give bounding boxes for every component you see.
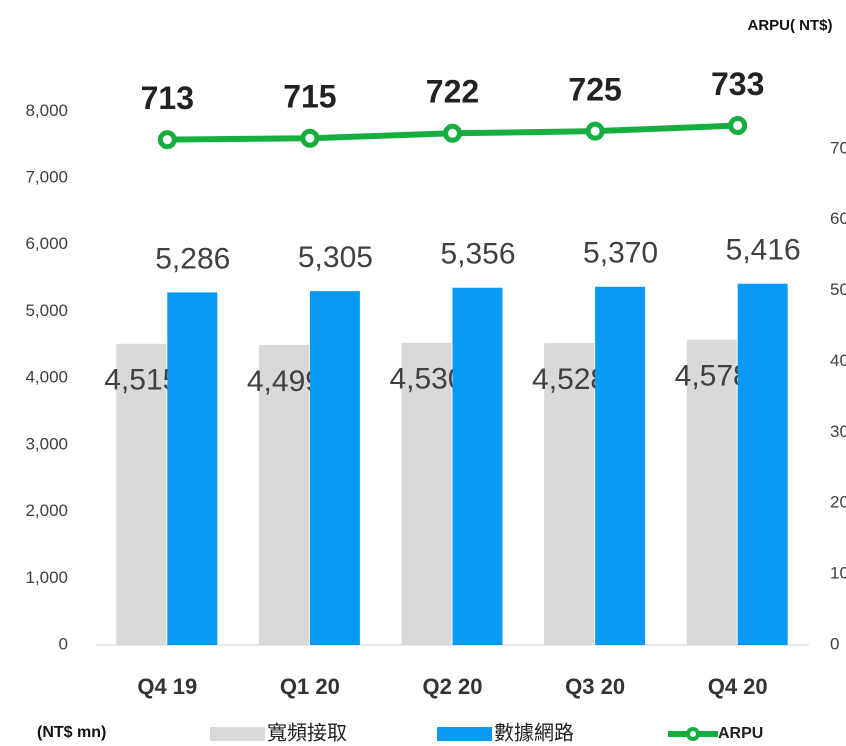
y2-tick-label: 500	[830, 280, 846, 299]
y-tick-label: 4,000	[25, 368, 68, 387]
y2-tick-label: 100	[830, 564, 846, 583]
x-tick-label: Q3 20	[565, 674, 625, 699]
y-tick-label: 5,000	[25, 301, 68, 320]
legend-swatch	[210, 727, 265, 741]
data-label: 725	[568, 72, 621, 108]
y-tick-label: 8,000	[25, 101, 68, 120]
bar	[309, 291, 360, 645]
data-label: 713	[141, 80, 194, 116]
bar	[116, 343, 167, 645]
legend-label: ARPU	[718, 725, 763, 742]
legend-label: 寬頻接取	[267, 721, 347, 744]
bar	[686, 339, 737, 645]
x-tick-label: Q4 20	[708, 674, 768, 699]
data-label: 4,530	[389, 363, 464, 396]
y-tick-label: 1,000	[25, 568, 68, 587]
y-tick-label: 6,000	[25, 234, 68, 253]
data-label: 5,356	[440, 238, 515, 271]
data-label: 5,286	[155, 242, 230, 275]
data-label: 722	[426, 74, 479, 110]
data-label: 733	[711, 66, 764, 102]
data-label: 4,515	[104, 364, 179, 397]
bar	[167, 292, 218, 645]
legend-label: 數據網路	[494, 721, 574, 744]
data-label: 5,416	[726, 234, 801, 267]
y2-tick-label: 0	[830, 634, 839, 653]
data-label: 5,305	[298, 241, 373, 274]
y2-tick-label: 600	[830, 209, 846, 228]
y-tick-label: 7,000	[25, 168, 68, 187]
y2-tick-label: 400	[830, 351, 846, 370]
legend-swatch	[686, 727, 700, 741]
y2-tick-label: 700	[830, 138, 846, 157]
data-label: 4,528	[532, 363, 607, 396]
bar	[595, 286, 646, 645]
data-label: 4,578	[675, 360, 750, 393]
x-tick-label: Q2 20	[423, 674, 483, 699]
y-tick-label: 2,000	[25, 501, 68, 520]
bar	[737, 283, 788, 645]
line-point	[157, 130, 177, 150]
x-tick-label: Q4 19	[137, 674, 197, 699]
line-point	[728, 115, 748, 135]
data-label: 715	[283, 79, 336, 115]
y-tick-label: 3,000	[25, 434, 68, 453]
bar	[401, 342, 452, 645]
line-point	[443, 123, 462, 143]
x-tick-label: Q1 20	[280, 674, 340, 699]
data-label: 5,370	[583, 237, 658, 270]
line-point	[585, 121, 605, 141]
legend-swatch	[437, 727, 492, 741]
y2-axis-title: ARPU( NT$)	[748, 17, 833, 34]
y-tick-label: 0	[59, 634, 68, 653]
line-point	[300, 128, 320, 148]
bar	[544, 342, 595, 645]
data-label: 4,499	[247, 365, 322, 398]
bar	[452, 287, 503, 645]
y2-tick-label: 200	[830, 493, 846, 512]
y2-tick-label: 300	[830, 422, 846, 441]
bar	[258, 344, 309, 645]
y-axis-title: (NT$ mn)	[37, 724, 106, 741]
